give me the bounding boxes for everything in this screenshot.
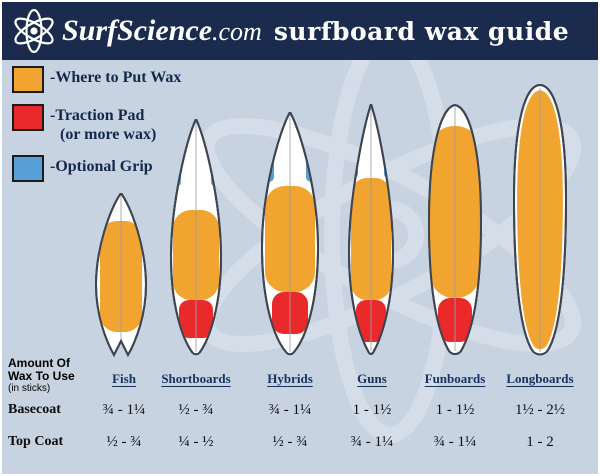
logo-dotcom: .com: [212, 17, 262, 46]
legend-label-traction-line2: (or more wax): [60, 126, 157, 143]
legend-item-wax: -Where to Put Wax: [12, 66, 181, 93]
legend-item-traction: -Traction Pad (or more wax): [12, 104, 181, 144]
amount-label-sub: (in sticks): [8, 383, 51, 394]
logo-science: Science: [117, 14, 213, 47]
column-header-longboards: Longboards: [506, 371, 574, 386]
table-column-hybrids: Hybrids ¾ - 1¼ ½ - ¾: [230, 371, 350, 450]
page-title: surfboard wax guide: [273, 16, 570, 46]
hybrid-board-illustration: [260, 112, 320, 356]
legend-item-grip: -Optional Grip: [12, 155, 181, 182]
fish-board-illustration: [94, 193, 148, 358]
table-column-shortboards: Shortboards ½ - ¾ ¼ - ½: [136, 371, 256, 450]
longboards-topcoat-value: 1 - 2: [526, 434, 554, 450]
hybrids-basecoat-value: ¾ - 1¼: [268, 402, 312, 418]
hybrids-topcoat-value: ½ - ¾: [272, 434, 308, 450]
grip-color-swatch: [12, 155, 44, 182]
row-label-basecoat: Basecoat: [8, 402, 61, 417]
gun-board-illustration: [347, 104, 395, 355]
logo-surf: Surf: [62, 14, 118, 47]
shortboards-topcoat-value: ¼ - ½: [178, 434, 214, 450]
header: SurfScience.com surfboard wax guide: [2, 2, 598, 60]
legend-label-traction-line1: -Traction Pad: [50, 107, 145, 124]
site-logo: SurfScience.com: [62, 14, 262, 48]
amount-label-line2: Wax To Use: [8, 369, 75, 383]
column-header-shortboards: Shortboards: [161, 371, 231, 386]
legend: -Where to Put Wax -Traction Pad (or more…: [12, 66, 181, 193]
table-column-fish: Fish ¾ - 1¼ ½ - ¾: [64, 371, 184, 450]
longboards-basecoat-value: 1½ - 2½: [515, 402, 565, 418]
table-column-longboards: Longboards 1½ - 2½ 1 - 2: [480, 371, 600, 450]
legend-label-grip: -Optional Grip: [50, 158, 153, 175]
atom-logo-icon: [14, 9, 54, 53]
legend-label-wax: -Where to Put Wax: [50, 69, 182, 86]
column-header-hybrids: Hybrids: [267, 371, 313, 386]
funboard-illustration: [427, 104, 483, 355]
legend-label-traction: -Traction Pad (or more wax): [50, 104, 156, 144]
traction-color-swatch: [12, 104, 44, 131]
longboard-illustration: [512, 84, 568, 356]
row-label-topcoat: Top Coat: [8, 434, 64, 449]
amount-of-wax-label: Amount Of Wax To Use (in sticks): [8, 357, 75, 395]
fish-basecoat-value: ¾ - 1¼: [102, 402, 146, 418]
wax-color-swatch: [12, 66, 44, 93]
amount-label-line1: Amount Of: [8, 356, 70, 370]
column-header-fish: Fish: [112, 371, 136, 386]
fish-topcoat-value: ½ - ¾: [106, 434, 142, 450]
shortboards-basecoat-value: ½ - ¾: [178, 402, 214, 418]
